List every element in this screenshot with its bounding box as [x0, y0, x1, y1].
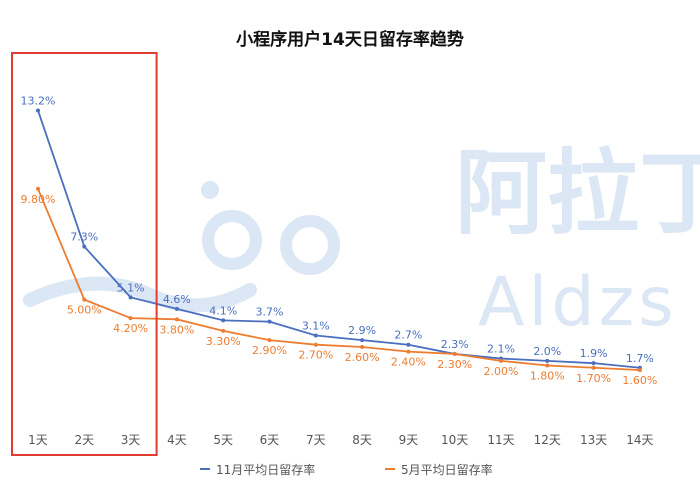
x-tick-label: 8天	[352, 433, 372, 447]
chart-title: 小程序用户14天日留存率趋势	[236, 29, 464, 50]
data-point	[313, 333, 318, 338]
data-label: 1.70%	[576, 372, 611, 385]
data-point	[406, 349, 411, 354]
watermark-ring	[202, 210, 262, 270]
data-label: 2.40%	[391, 356, 426, 369]
series-line	[37, 188, 640, 371]
data-point	[174, 317, 179, 322]
data-point	[406, 342, 411, 347]
series-2: 9.80% 5.00% 4.20% 3.80% 3.30% 2.90% 2.70% 2.60%…	[21, 186, 657, 387]
data-point	[360, 338, 365, 343]
data-label: 4.20%	[113, 322, 148, 335]
watermark-ring	[280, 215, 340, 275]
data-point	[174, 306, 179, 311]
data-point	[128, 295, 133, 300]
data-point	[267, 319, 272, 324]
data-point	[128, 316, 133, 321]
data-point	[267, 338, 272, 343]
data-point	[36, 186, 40, 191]
data-point	[452, 351, 457, 356]
x-tick-label: 4天	[167, 433, 187, 447]
data-label: 2.3%	[441, 338, 469, 351]
data-label: 1.60%	[622, 374, 657, 387]
data-label: 2.7%	[394, 329, 422, 342]
data-label: 2.1%	[487, 343, 515, 356]
legend-label: 5月平均日留存率	[401, 462, 493, 477]
data-label: 1.9%	[580, 347, 608, 360]
series-1: 13.2% 7.3% 5.1% 4.6% 4.1% 3.7% 3.1% 2.9% 2.7% 2.3…	[21, 94, 654, 370]
x-tick-label: 2天	[74, 433, 94, 447]
data-point	[221, 318, 226, 323]
data-label: 4.6%	[163, 293, 191, 306]
data-point	[591, 365, 596, 370]
data-label: 2.30%	[437, 358, 472, 371]
x-tick-label: 7天	[306, 433, 326, 447]
data-label: 9.80%	[21, 193, 56, 206]
x-axis: 1天 2天 3天 4天 5天 6天 7天 8天 9天 10天 11天 12天 13天 14天	[28, 433, 653, 447]
x-tick-label: 11天	[487, 433, 514, 447]
watermark-subtext: Aldzs	[478, 263, 678, 342]
x-tick-label: 6天	[260, 433, 280, 447]
watermark-logo: 阿拉丁 Aldzs	[23, 140, 700, 342]
data-point	[591, 361, 596, 366]
data-label: 5.1%	[117, 281, 145, 294]
data-label: 2.00%	[484, 365, 519, 378]
watermark-swoosh	[23, 276, 257, 313]
x-tick-label: 5天	[213, 433, 233, 447]
data-label: 5.00%	[67, 304, 102, 317]
data-point	[360, 345, 365, 350]
data-point	[82, 244, 87, 249]
data-label: 2.60%	[345, 351, 380, 364]
data-point	[637, 368, 642, 373]
data-label: 3.1%	[302, 319, 330, 332]
highlight-box	[11, 52, 158, 456]
data-label: 3.80%	[159, 323, 194, 336]
data-point	[36, 108, 40, 113]
x-tick-label: 14天	[626, 433, 653, 447]
data-label: 1.80%	[530, 369, 565, 382]
data-point	[82, 297, 87, 302]
data-label: 13.2%	[21, 94, 56, 107]
data-label: 1.7%	[626, 352, 654, 365]
data-point	[499, 358, 503, 363]
data-label: 2.70%	[298, 349, 333, 362]
data-point	[313, 342, 318, 347]
series-layer: 13.2% 7.3% 5.1% 4.6% 4.1% 3.7% 3.1% 2.9% 2.7% 2.3…	[21, 94, 658, 387]
data-label: 7.3%	[70, 231, 98, 244]
data-label: 2.9%	[348, 324, 376, 337]
x-tick-label: 1天	[28, 433, 48, 447]
x-tick-label: 13天	[580, 433, 607, 447]
x-tick-label: 3天	[121, 433, 141, 447]
data-point	[545, 363, 550, 368]
watermark-dot	[201, 181, 219, 199]
data-label: 2.90%	[252, 344, 287, 357]
x-tick-label: 10天	[441, 433, 468, 447]
x-tick-label: 9天	[399, 433, 419, 447]
watermark-text: 阿拉丁	[455, 140, 700, 247]
legend: 11月平均日留存率 5月平均日留存率	[200, 462, 493, 477]
x-tick-label: 12天	[534, 433, 561, 447]
series-line	[37, 110, 640, 369]
data-label: 2.0%	[533, 345, 561, 358]
data-label: 4.1%	[209, 304, 237, 317]
data-point	[221, 328, 226, 333]
data-point	[545, 358, 550, 363]
data-label: 3.7%	[256, 306, 284, 319]
legend-label: 11月平均日留存率	[216, 462, 315, 477]
data-label: 3.30%	[206, 335, 241, 348]
